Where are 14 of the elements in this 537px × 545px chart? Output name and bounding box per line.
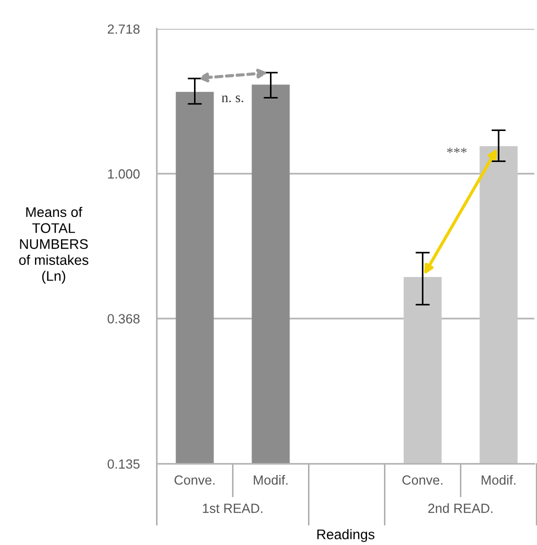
annotation: *** bbox=[447, 148, 467, 153]
y-tick-label: 1.000 bbox=[108, 169, 140, 179]
y-tick-label: 0.368 bbox=[108, 314, 140, 324]
y-axis-title: Means of TOTAL NUMBERS of mistakes (Ln) bbox=[19, 206, 88, 284]
x-tick-label: Conve. bbox=[402, 475, 442, 485]
x-tick-label: Modif. bbox=[254, 475, 288, 485]
y-tick-label: 2.718 bbox=[108, 24, 140, 34]
annotation: n. s. bbox=[222, 96, 244, 102]
text: 2nd READ. bbox=[428, 503, 492, 513]
x-axis-title: Readings bbox=[317, 529, 374, 542]
x-tick-label: Conve. bbox=[174, 475, 214, 485]
x-tick-label: Modif. bbox=[482, 475, 516, 485]
y-tick-label: 0.135 bbox=[108, 459, 140, 469]
text: 1st READ. bbox=[202, 504, 262, 513]
